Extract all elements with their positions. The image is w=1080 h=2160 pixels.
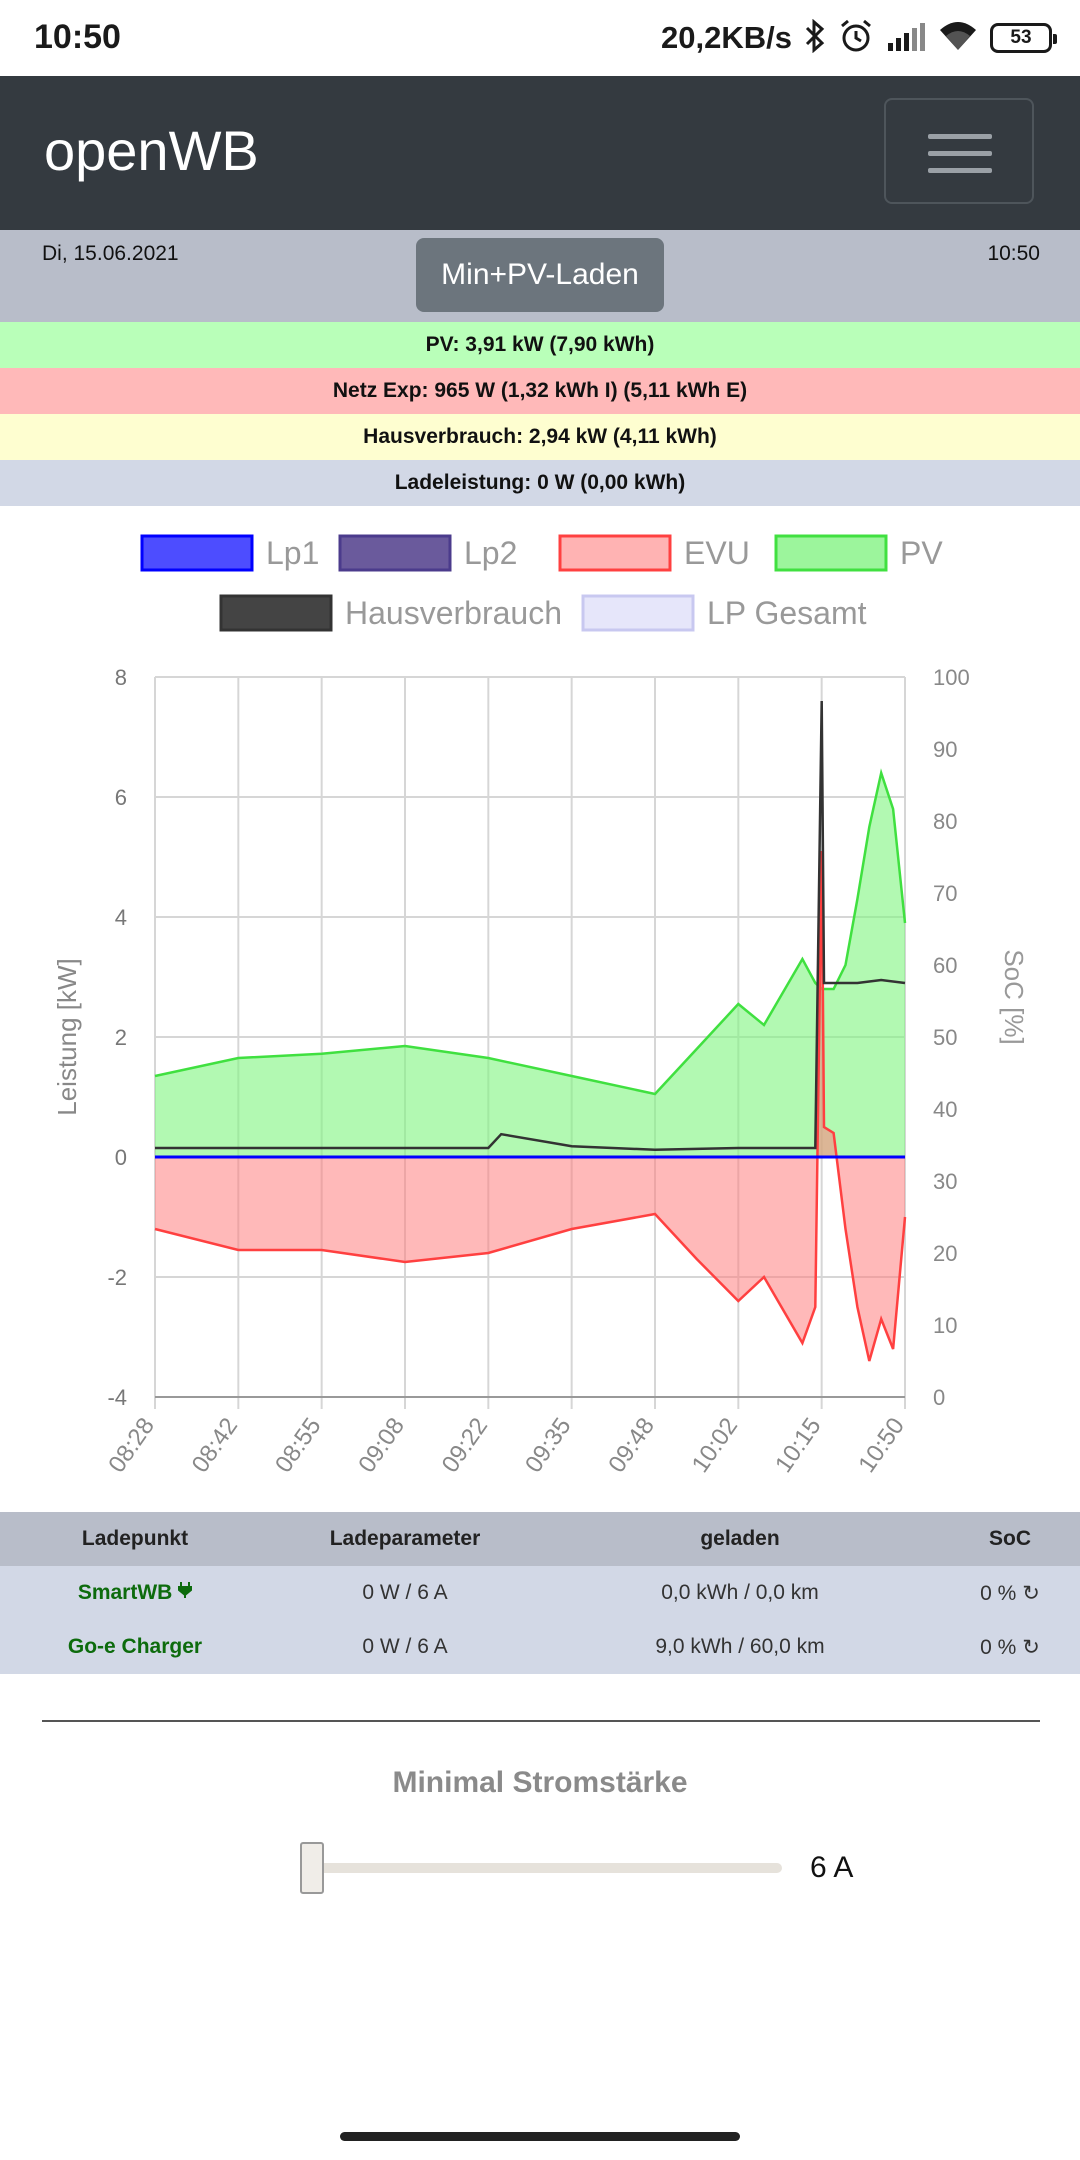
reload-icon[interactable]: ↻ — [1022, 1635, 1040, 1659]
min-current-value: 6 A — [810, 1851, 854, 1884]
reload-icon[interactable]: ↻ — [1022, 1581, 1040, 1605]
slider-track[interactable] — [310, 1863, 782, 1873]
status-time: 10:50 — [34, 18, 121, 56]
status-bar: 10:50 20,2KB/s 53 — [0, 0, 1080, 76]
y2-tick-label: 60 — [933, 953, 957, 978]
x-tick-label: 09:08 — [353, 1413, 410, 1478]
y2-tick-label: 80 — [933, 809, 957, 834]
y2-tick-label: 40 — [933, 1097, 957, 1122]
legend-label: LP Gesamt — [707, 595, 867, 631]
power-chart: Lp1 Lp2 EVU PV Hausverbrauch LP Gesamt 8 6 4 2 0 -2… — [0, 506, 1080, 1512]
legend-label: PV — [900, 535, 943, 571]
chargepoint-name-label: Go-e Charger — [67, 1635, 203, 1658]
legend-label: EVU — [684, 535, 750, 571]
y2-tick-label: 70 — [933, 881, 957, 906]
chargepoint-param: 0 W / 6 A — [362, 1581, 448, 1604]
min-current-slider[interactable] — [300, 1842, 782, 1894]
series-pv-line — [154, 768, 907, 1096]
x-tick-label: 10:02 — [687, 1413, 744, 1478]
alarm-icon — [838, 18, 874, 59]
y2-tick-label: 50 — [933, 1025, 957, 1050]
y2-tick-label: 30 — [933, 1169, 957, 1194]
y-tick-label: 6 — [115, 785, 127, 810]
y-tick-label: -4 — [107, 1385, 127, 1410]
grid-summary: Netz Exp: 965 W (1,32 kWh I) (5,11 kWh E… — [0, 368, 1080, 414]
x-tick-label: 08:28 — [103, 1413, 160, 1478]
info-header: Di, 15.06.2021 Min+PV-Laden 10:50 — [0, 230, 1080, 322]
y-tick-label: -2 — [107, 1265, 127, 1290]
pv-summary: PV: 3,91 kW (7,90 kWh) — [0, 322, 1080, 368]
section-divider — [42, 1720, 1040, 1722]
battery-icon: 53 — [990, 23, 1057, 53]
charge-summary: Ladeleistung: 0 W (0,00 kWh) — [0, 460, 1080, 506]
chargepoint-charged: 0,0 kWh / 0,0 km — [661, 1581, 819, 1604]
charge-mode-button[interactable]: Min+PV-Laden — [416, 238, 664, 312]
y-tick-label: 2 — [115, 1025, 127, 1050]
y2-tick-label: 10 — [933, 1313, 957, 1338]
x-tick-label: 10:50 — [853, 1413, 910, 1478]
x-tick-label: 08:42 — [187, 1413, 244, 1478]
header-soc: SoC — [989, 1527, 1031, 1550]
y2-tick-label: 90 — [933, 737, 957, 762]
y-tick-label: 4 — [115, 905, 127, 930]
legend-swatch-evu — [558, 534, 672, 572]
series-evu-area — [155, 851, 905, 1361]
y2-tick-label: 20 — [933, 1241, 957, 1266]
x-tick-label: 09:22 — [437, 1413, 494, 1478]
signal-icon — [886, 21, 926, 56]
chargepoint-name-label: SmartWB — [77, 1581, 173, 1604]
plug-icon — [178, 1581, 193, 1604]
status-icons: 20,2KB/s 53 — [661, 16, 1057, 60]
y2-tick-label: 100 — [933, 665, 970, 690]
y-axis-label: Leistung [kW] — [52, 958, 82, 1116]
legend-swatch-lp-gesamt — [581, 594, 695, 632]
header-geladen: geladen — [700, 1527, 780, 1550]
legend-swatch-hausverbrauch — [219, 594, 333, 632]
y-tick-label: 0 — [115, 1145, 127, 1170]
slider-thumb[interactable] — [300, 1842, 324, 1894]
series-pv-area — [155, 773, 905, 1157]
chargepoint-name[interactable]: Go-e Charger — [0, 1635, 270, 1659]
soc-value: 0 % — [980, 1635, 1017, 1659]
header-ladeparameter: Ladeparameter — [329, 1527, 481, 1550]
net-speed: 20,2KB/s — [661, 20, 792, 55]
hamburger-menu-icon[interactable] — [884, 98, 1034, 204]
min-current-title: Minimal Stromstärke — [392, 1766, 688, 1799]
y2-axis-label: SoC [%] — [999, 949, 1029, 1044]
date-label: Di, 15.06.2021 — [42, 242, 179, 265]
top-navbar: openWB — [0, 76, 1080, 230]
chargepoint-param: 0 W / 6 A — [362, 1635, 448, 1658]
table-row: SmartWB 0 W / 6 A 0,0 kWh / 0,0 km 0 % ↻ — [0, 1566, 1080, 1620]
x-tick-label: 09:35 — [520, 1413, 577, 1478]
header-ladepunkt: Ladepunkt — [81, 1527, 189, 1550]
legend-swatch-lp2 — [338, 534, 452, 572]
legend-swatch-lp1 — [140, 534, 254, 572]
soc-value: 0 % — [980, 1581, 1017, 1605]
table-header-row: Ladepunkt Ladeparameter geladen SoC — [0, 1512, 1080, 1566]
y2-tick-label: 0 — [933, 1385, 945, 1410]
x-tick-label: 10:15 — [770, 1413, 827, 1478]
legend-label: Hausverbrauch — [345, 595, 562, 631]
home-indicator[interactable] — [340, 2132, 740, 2141]
x-tick-label: 09:48 — [603, 1413, 660, 1478]
chargepoint-name[interactable]: SmartWB — [0, 1581, 270, 1605]
y-tick-label: 8 — [115, 665, 127, 690]
time-label: 10:50 — [987, 242, 1040, 265]
bluetooth-icon — [804, 18, 826, 58]
x-tick-label: 08:55 — [270, 1413, 327, 1478]
brand-title[interactable]: openWB — [44, 119, 259, 182]
chargepoint-charged: 9,0 kWh / 60,0 km — [655, 1635, 825, 1658]
legend-swatch-pv — [774, 534, 888, 572]
series-hausverbrauch-line — [155, 700, 906, 1152]
chargepoint-soc: 0 % ↻ — [940, 1581, 1080, 1606]
chargepoint-table: Ladepunkt Ladeparameter geladen SoC Smar… — [0, 1512, 1080, 1674]
wifi-icon — [938, 20, 978, 57]
chargepoint-soc: 0 % ↻ — [940, 1635, 1080, 1660]
table-row: Go-e Charger 0 W / 6 A 9,0 kWh / 60,0 km… — [0, 1620, 1080, 1674]
series-evu-line — [154, 850, 907, 1362]
house-summary: Hausverbrauch: 2,94 kW (4,11 kWh) — [0, 414, 1080, 460]
legend-label: Lp1 — [266, 535, 319, 571]
legend-label: Lp2 — [464, 535, 517, 571]
